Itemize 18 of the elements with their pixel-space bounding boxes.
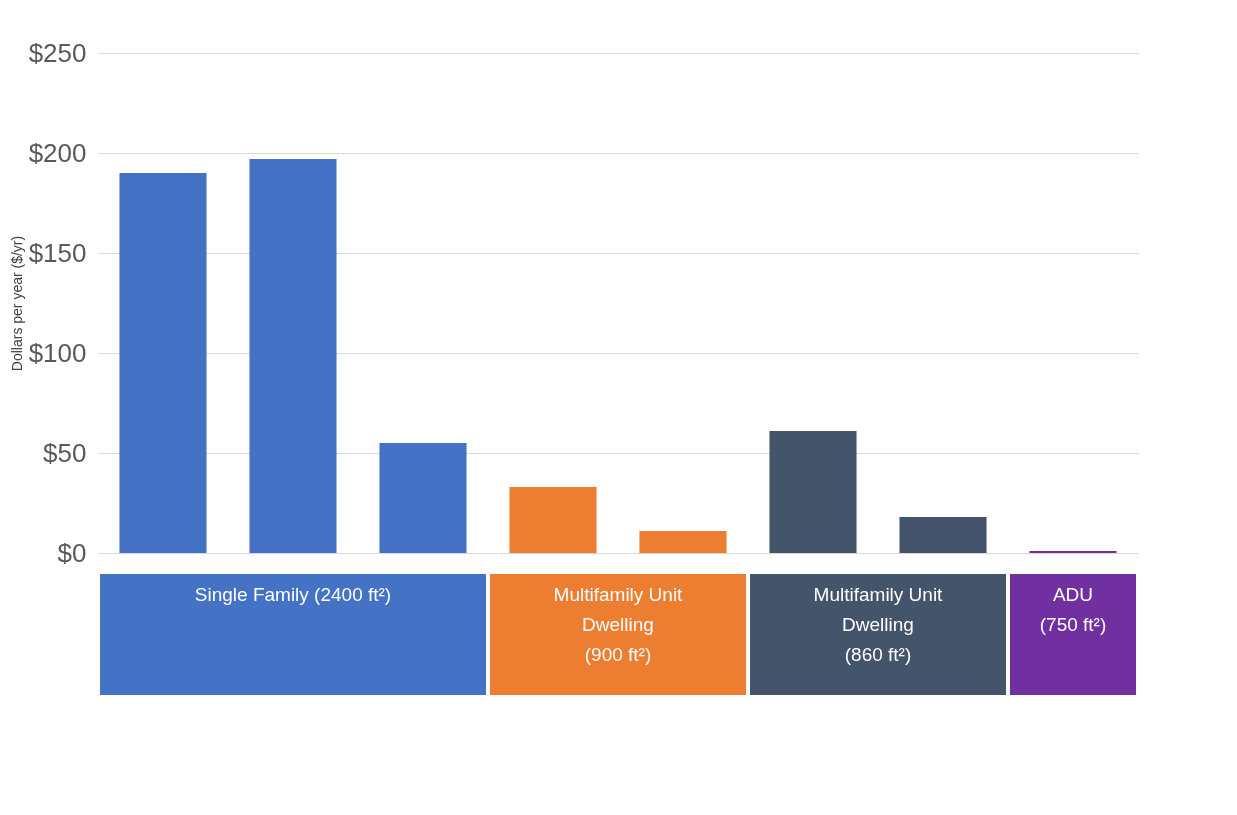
- y-tick-label: $0: [57, 537, 87, 568]
- y-tick-label: $200: [28, 137, 87, 168]
- bar: [769, 431, 857, 553]
- text: Multifamily Unit Dwelling (860 ft²): [813, 584, 944, 665]
- text: Single Family (2400 ft²): [194, 584, 392, 605]
- bar: [119, 173, 207, 553]
- y-tick-label: $50: [43, 437, 87, 468]
- y-tick-label: $250: [28, 37, 87, 68]
- bar: [249, 159, 337, 553]
- bar: [639, 531, 727, 553]
- y-axis-title: Dollars per year ($/yr): [8, 235, 25, 372]
- y-tick-label: $100: [28, 337, 87, 368]
- text: Multifamily Unit Dwelling (900 ft²): [553, 584, 684, 665]
- bar: [509, 487, 597, 553]
- bar: [379, 443, 467, 553]
- bar: [899, 517, 987, 553]
- y-tick-label: $150: [28, 237, 87, 268]
- text: ADU (750 ft²): [1039, 584, 1107, 635]
